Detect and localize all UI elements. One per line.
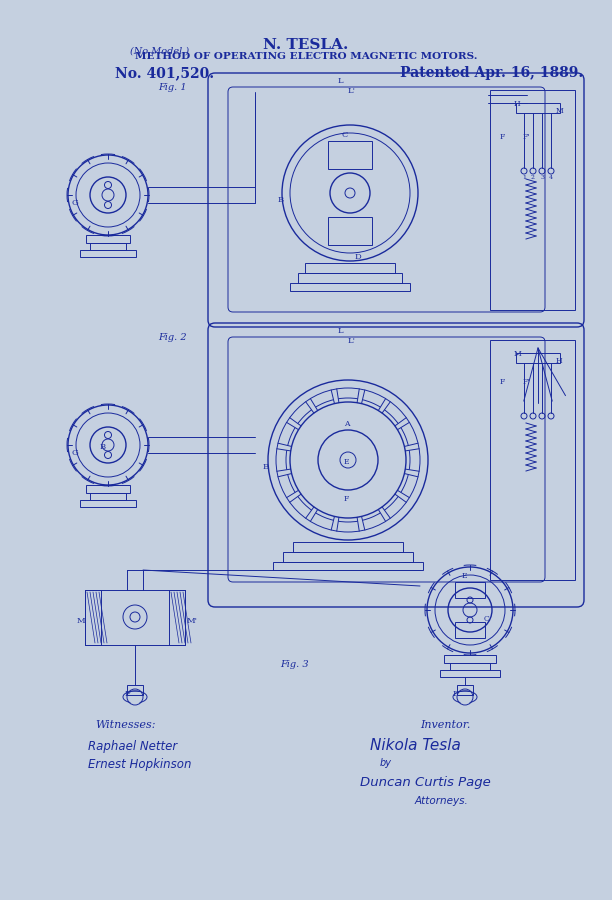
- Bar: [455, 622, 485, 638]
- Text: H: H: [556, 357, 562, 365]
- Bar: [85, 590, 101, 645]
- Text: E: E: [462, 572, 468, 580]
- Bar: [127, 685, 143, 695]
- Bar: [490, 90, 575, 310]
- Text: 3: 3: [540, 175, 544, 180]
- Text: Inventor.: Inventor.: [420, 720, 471, 730]
- Text: C: C: [484, 615, 490, 623]
- Text: F': F': [523, 378, 531, 386]
- Text: (No Model.): (No Model.): [130, 47, 189, 56]
- Text: 2: 2: [531, 175, 535, 180]
- Text: M: M: [556, 107, 564, 115]
- Bar: [90, 243, 126, 250]
- Text: D: D: [355, 253, 362, 261]
- Bar: [298, 273, 402, 283]
- Text: L: L: [338, 327, 343, 335]
- Bar: [273, 562, 423, 570]
- Bar: [86, 485, 130, 493]
- Text: P: P: [125, 690, 130, 698]
- Bar: [455, 582, 485, 598]
- Bar: [516, 353, 560, 363]
- Bar: [457, 685, 473, 695]
- Text: Nikola Tesla: Nikola Tesla: [370, 738, 461, 753]
- Text: F: F: [500, 133, 506, 141]
- Bar: [290, 283, 410, 291]
- Text: B: B: [100, 443, 106, 451]
- Text: Fig. 2: Fig. 2: [158, 333, 187, 342]
- Text: E: E: [344, 458, 349, 466]
- Text: Raphael Netter: Raphael Netter: [88, 740, 177, 753]
- Text: by: by: [380, 758, 392, 768]
- Bar: [440, 670, 500, 677]
- Text: P': P': [453, 690, 461, 698]
- Text: L: L: [338, 77, 343, 85]
- Text: No. 401,520.: No. 401,520.: [115, 66, 214, 80]
- Text: C: C: [342, 131, 348, 139]
- Bar: [169, 590, 185, 645]
- Text: M: M: [514, 350, 522, 358]
- Text: B: B: [278, 196, 284, 204]
- Bar: [444, 655, 496, 663]
- Text: METHOD OF OPERATING ELECTRO MAGNETIC MOTORS.: METHOD OF OPERATING ELECTRO MAGNETIC MOT…: [135, 52, 477, 61]
- Bar: [85, 590, 185, 645]
- Text: 1: 1: [522, 175, 526, 180]
- Text: F': F': [523, 133, 531, 141]
- Text: L': L': [348, 337, 356, 345]
- Bar: [90, 493, 126, 500]
- Text: Patented Apr. 16, 1889.: Patented Apr. 16, 1889.: [400, 66, 583, 80]
- Text: F: F: [344, 495, 349, 503]
- Bar: [80, 500, 136, 507]
- Bar: [80, 250, 136, 257]
- Bar: [86, 235, 130, 243]
- Bar: [490, 340, 575, 580]
- Text: B: B: [263, 463, 269, 471]
- Text: N. TESLA.: N. TESLA.: [263, 38, 349, 52]
- Bar: [450, 663, 490, 670]
- Text: A: A: [344, 420, 349, 428]
- Text: M': M': [187, 617, 198, 625]
- Text: G: G: [71, 199, 78, 207]
- Text: L': L': [348, 87, 356, 95]
- Text: G: G: [71, 449, 78, 457]
- Bar: [293, 542, 403, 552]
- Bar: [516, 103, 560, 113]
- Text: Fig. 1: Fig. 1: [158, 83, 187, 92]
- Text: 4: 4: [549, 175, 553, 180]
- Text: H: H: [514, 100, 521, 108]
- Bar: [328, 141, 372, 169]
- Bar: [305, 263, 395, 273]
- Text: Attorneys.: Attorneys.: [415, 796, 469, 806]
- Bar: [328, 217, 372, 245]
- Bar: [283, 552, 413, 562]
- Text: F: F: [500, 378, 506, 386]
- Text: Duncan Curtis Page: Duncan Curtis Page: [360, 776, 491, 789]
- Text: Fig. 3: Fig. 3: [280, 660, 308, 669]
- Text: Ernest Hopkinson: Ernest Hopkinson: [88, 758, 192, 771]
- Text: Witnesses:: Witnesses:: [95, 720, 155, 730]
- Text: M: M: [77, 617, 86, 625]
